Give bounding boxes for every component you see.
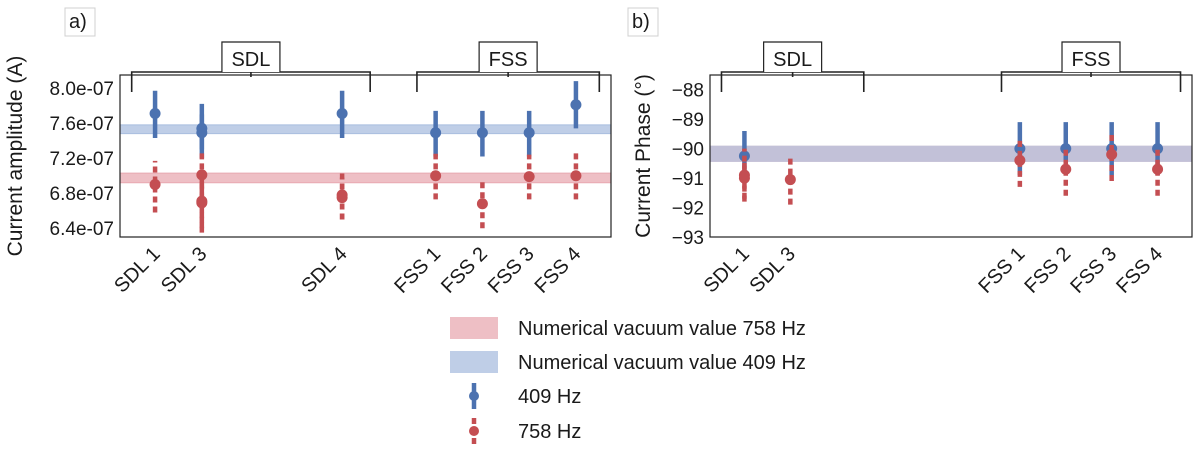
y-tick-label: −91 <box>672 169 704 190</box>
legend-item: 758 Hz <box>469 418 581 444</box>
vacuum-band-1 <box>120 124 611 134</box>
data-point <box>1014 143 1026 155</box>
legend-item: Numerical vacuum value 758 Hz <box>450 317 806 340</box>
axes-frame <box>119 74 612 238</box>
legend-label: Numerical vacuum value 758 Hz <box>518 318 806 340</box>
x-tick-label: FSS 4 <box>1112 243 1167 298</box>
data-point <box>570 170 582 182</box>
group-bracket-sdl: SDL <box>130 41 371 92</box>
data-point <box>1060 163 1072 175</box>
data-point <box>196 169 208 181</box>
panel-label-box <box>64 7 96 37</box>
legend-item: 409 Hz <box>469 383 581 409</box>
group-label-box <box>478 41 538 72</box>
vacuum-band-0 <box>120 173 611 183</box>
y-tick-label: 6.4e-07 <box>50 219 114 240</box>
data-point <box>1014 154 1026 166</box>
data-point <box>784 174 796 186</box>
legend-label: 409 Hz <box>518 386 581 408</box>
group-label-bg <box>1062 42 1121 72</box>
group-bracket-fss: FSS <box>416 41 601 92</box>
legend-marker <box>469 391 479 401</box>
panel-label-box <box>627 7 659 37</box>
group-label: FSS <box>1072 49 1111 71</box>
group-label-box <box>221 41 281 72</box>
data-point <box>738 172 750 184</box>
y-tick-label: 6.8e-07 <box>50 184 114 205</box>
legend: Numerical vacuum value 758 Hz Numerical v… <box>450 317 806 444</box>
x-tick-label: FSS 2 <box>1020 243 1075 298</box>
data-point <box>196 197 208 209</box>
x-tick-label: FSS 3 <box>484 243 539 298</box>
legend-item: Numerical vacuum value 409 Hz <box>450 351 806 374</box>
data-point <box>149 178 161 190</box>
x-tick-label: FSS 1 <box>390 243 445 298</box>
x-tick-label: FSS 2 <box>437 243 492 298</box>
x-tick-label: FSS 3 <box>1066 243 1121 298</box>
data-point <box>570 99 582 111</box>
data-point <box>336 108 348 120</box>
group-label: SDL <box>773 49 812 71</box>
panel-label: a) <box>64 7 96 37</box>
x-tick-label: SDL 3 <box>157 243 211 297</box>
panel-label-text: a) <box>69 11 87 33</box>
group-label: FSS <box>489 49 528 71</box>
y-tick-label: −92 <box>672 199 704 220</box>
data-point <box>1152 163 1164 175</box>
data-point <box>149 108 161 120</box>
y-tick-label: −89 <box>672 110 704 131</box>
group-label-bg <box>479 42 538 72</box>
panel-b-phase: −93 −92 −91 −90 −89 −88 Current Phase (°) SDL 1… <box>627 7 1193 298</box>
data-point <box>430 170 442 182</box>
y-tick-label: −88 <box>672 81 704 102</box>
data-point <box>1152 143 1164 155</box>
group-bracket-sdl: SDL <box>720 41 865 92</box>
data-point <box>476 198 488 210</box>
data-point <box>196 127 208 139</box>
y-tick-label: 7.6e-07 <box>50 114 114 135</box>
group-label: SDL <box>231 49 270 71</box>
group-bracket-fss: FSS <box>1000 41 1182 92</box>
group-label-box <box>763 41 823 72</box>
axes-frame <box>709 74 1193 238</box>
series-758-hz <box>738 130 1164 205</box>
legend-marker <box>469 426 479 436</box>
legend-swatch <box>450 351 498 373</box>
y-tick-label: −90 <box>672 140 704 161</box>
y-tick-label: 7.2e-07 <box>50 149 114 170</box>
group-label-bg <box>763 42 822 72</box>
y-tick-label: −93 <box>672 228 704 249</box>
series-409-hz <box>149 81 582 159</box>
x-tick-label: SDL 1 <box>110 243 164 297</box>
data-point <box>1060 143 1072 155</box>
data-point <box>336 192 348 204</box>
panel-label: b) <box>627 7 659 37</box>
panel-label-text: b) <box>632 11 650 33</box>
legend-label: Numerical vacuum value 409 Hz <box>518 352 806 374</box>
group-label-bg <box>221 42 280 72</box>
series-758-hz <box>149 152 582 233</box>
x-tick-label: SDL 4 <box>297 243 351 297</box>
data-point <box>430 127 442 139</box>
data-point <box>476 127 488 139</box>
y-tick-label: 8.0e-07 <box>50 79 114 100</box>
vacuum-band-1 <box>710 145 1192 162</box>
panel-a-amplitude: 6.4e-07 6.8e-07 7.2e-07 7.6e-07 8.0e-07 Curre… <box>4 7 612 298</box>
x-tick-label: FSS 4 <box>531 243 586 298</box>
x-tick-label: SDL 1 <box>700 243 754 297</box>
data-point <box>1106 149 1118 161</box>
y-axis-label: Current amplitude (A) <box>4 56 27 257</box>
legend-swatch <box>450 317 498 339</box>
x-tick-label: FSS 1 <box>975 243 1030 298</box>
group-label-box <box>1061 41 1121 72</box>
y-axis-label: Current Phase (°) <box>632 74 655 238</box>
legend-label: 758 Hz <box>518 421 581 443</box>
data-point <box>523 127 535 139</box>
data-point <box>523 171 535 183</box>
x-tick-label: SDL 3 <box>746 243 800 297</box>
